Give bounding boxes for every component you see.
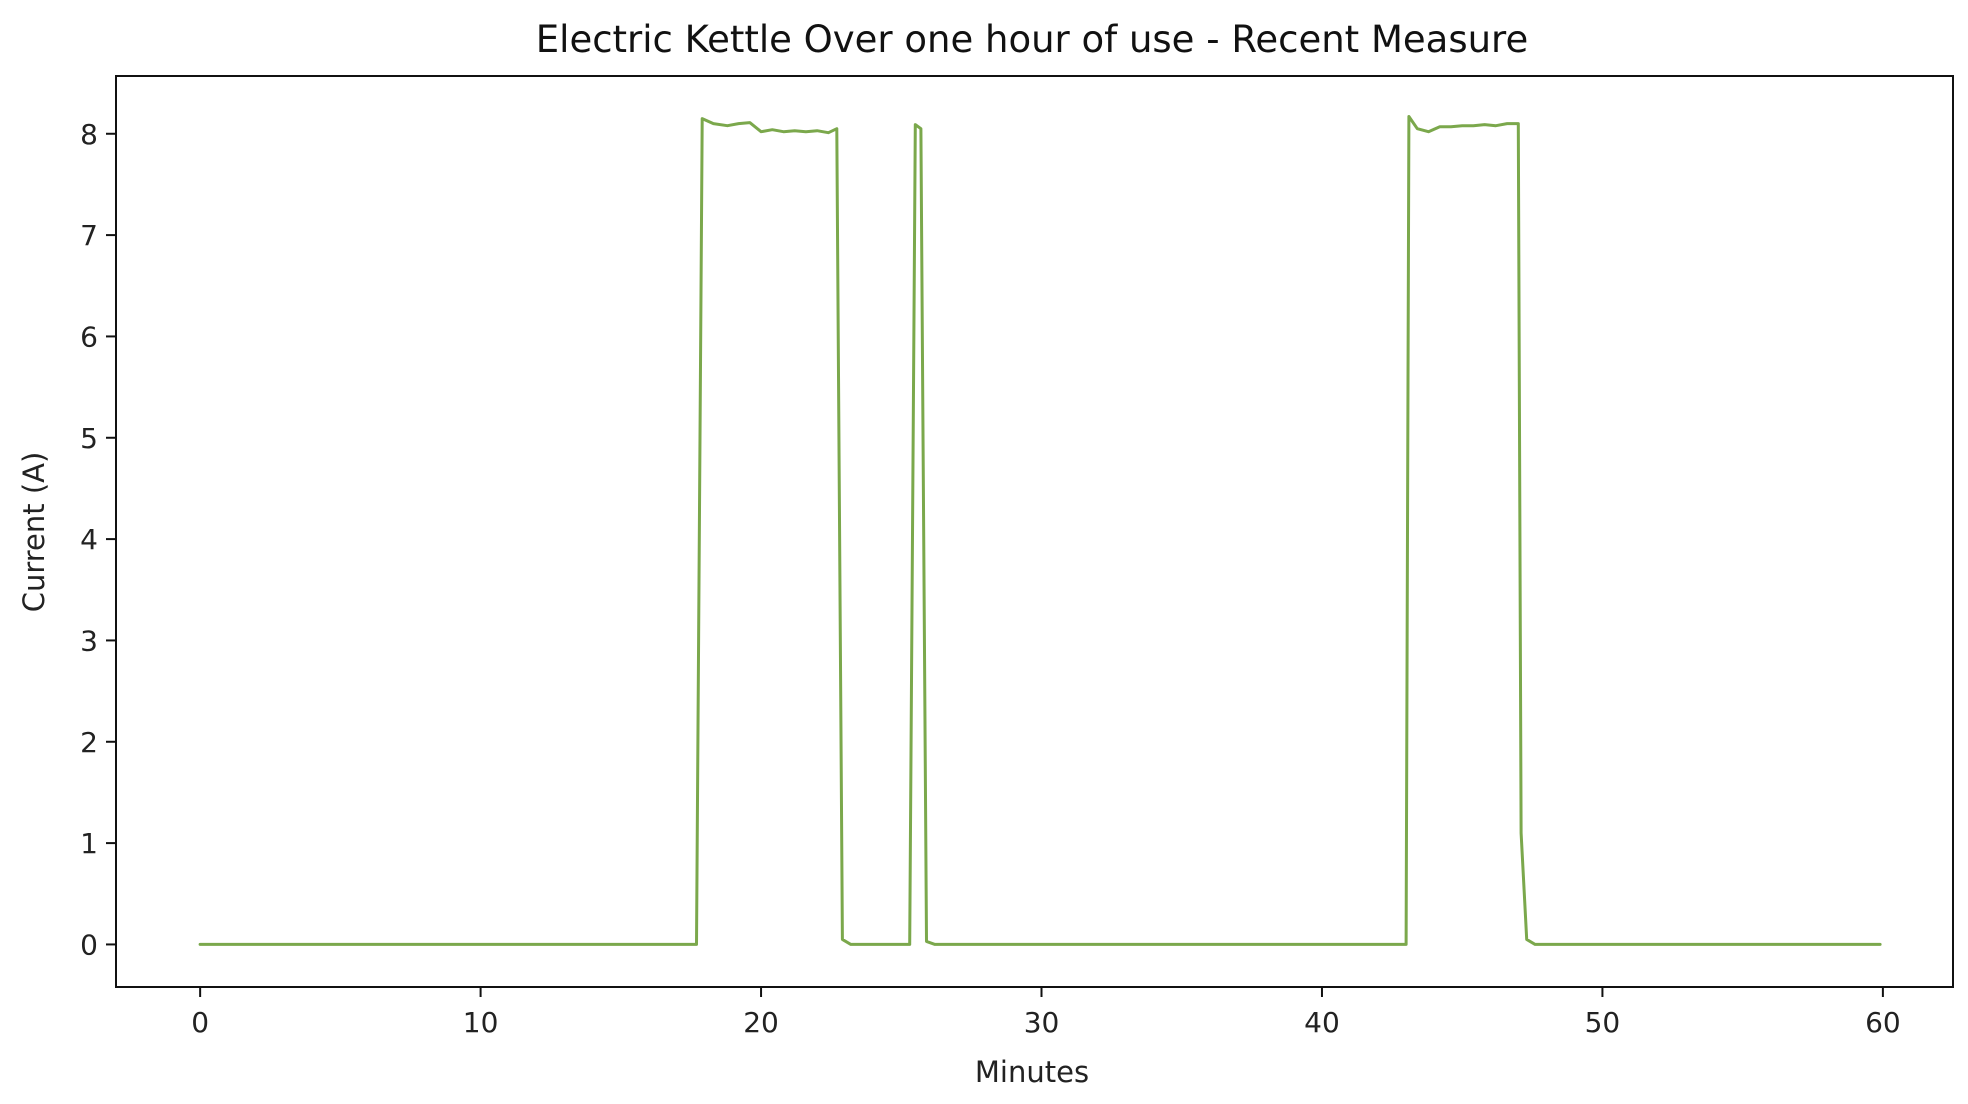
x-tick-label: 30 [1024,1006,1060,1039]
y-tick-label: 0 [80,928,98,961]
series-layer [198,115,1882,946]
y-tick-label: 5 [80,422,98,455]
x-tick-label: 20 [743,1006,779,1039]
plot-frame [115,75,1954,988]
y-tick-label: 7 [80,219,98,252]
x-axis-label: Minutes [975,1055,1089,1089]
y-tick-label: 3 [80,624,98,657]
x-tick-label: 40 [1304,1006,1340,1039]
current-series-line [198,115,1882,946]
y-axis: 0 1 2 3 4 5 6 7 8 [80,118,116,961]
x-tick-label: 10 [463,1006,499,1039]
x-tick-label: 0 [191,1006,209,1039]
chart-title: Electric Kettle Over one hour of use - R… [536,18,1528,61]
x-tick-label: 60 [1865,1006,1901,1039]
y-tick-label: 2 [80,726,98,759]
x-axis: 0 10 20 30 40 50 60 [191,987,1901,1039]
y-tick-label: 4 [80,523,98,556]
y-tick-label: 1 [80,827,98,860]
y-axis-label: Current (A) [17,452,51,613]
x-tick-label: 50 [1585,1006,1621,1039]
y-tick-label: 8 [80,118,98,151]
y-tick-label: 6 [80,320,98,353]
